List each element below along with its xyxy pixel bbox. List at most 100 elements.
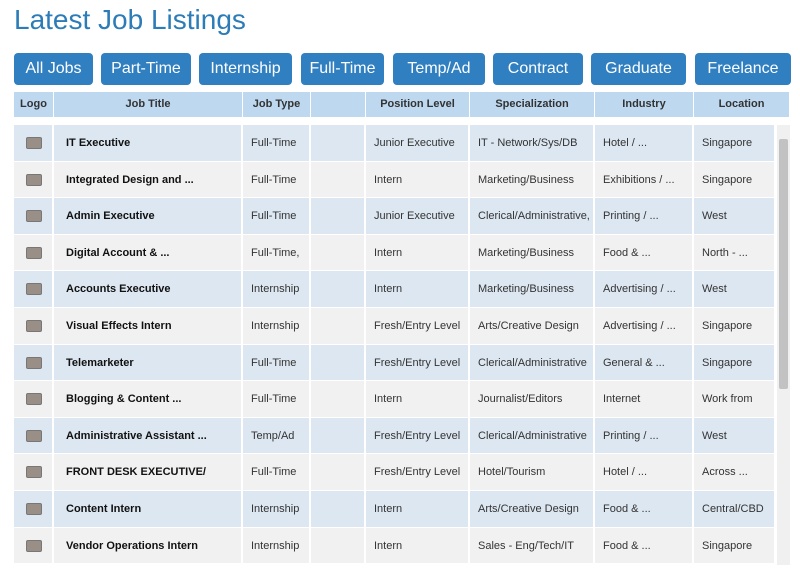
company-logo	[26, 210, 42, 223]
table-row[interactable]	[14, 381, 776, 417]
job-title: Visual Effects Intern	[54, 308, 243, 344]
table-row[interactable]	[14, 271, 776, 307]
company-logo	[26, 466, 42, 479]
job-field: West	[694, 271, 776, 307]
company-logo	[26, 283, 42, 296]
job-field: Advertising / ...	[595, 271, 694, 307]
scrollbar[interactable]	[777, 125, 790, 565]
job-field: Temp/Ad	[243, 417, 311, 454]
table-row[interactable]	[14, 198, 776, 234]
blank-cell	[311, 491, 366, 527]
job-field: Fresh/Entry Level	[366, 454, 470, 490]
job-field: Hotel / ...	[595, 454, 694, 490]
company-logo	[26, 246, 42, 259]
table-row[interactable]	[14, 125, 776, 161]
company-logo	[26, 429, 42, 442]
company-logo	[26, 320, 42, 332]
job-field: Junior Executive	[366, 198, 470, 234]
job-field: Junior Executive	[366, 125, 470, 161]
table-row[interactable]	[14, 308, 776, 344]
job-field: Full-Time	[243, 454, 311, 490]
job-title: Integrated Design and ...	[54, 161, 243, 198]
blank-cell	[311, 271, 366, 307]
job-field: Full-Time	[243, 198, 311, 234]
job-field: Singapore	[694, 125, 776, 161]
page-title: Latest Job Listings	[14, 4, 246, 35]
job-field: Internship	[243, 527, 311, 564]
header-cell: Industry	[595, 92, 694, 117]
job-field: Full-Time	[243, 381, 311, 417]
filter-tab[interactable]: Internship	[199, 53, 292, 85]
job-field: North - ...	[694, 234, 776, 271]
job-field: Internship	[243, 271, 311, 307]
company-logo	[26, 393, 42, 406]
job-field: Internship	[243, 308, 311, 344]
job-field: Marketing/Business	[470, 271, 595, 307]
job-title: Telemarketer	[54, 344, 243, 381]
company-logo	[26, 356, 42, 369]
job-field: Full-Time,	[243, 234, 311, 271]
blank-cell	[311, 161, 366, 198]
filter-tab[interactable]: Part-Time	[101, 53, 191, 85]
job-field: Sales - Eng/Tech/IT	[470, 527, 595, 564]
logo-cell	[14, 161, 54, 198]
job-title: Digital Account & ...	[54, 234, 243, 271]
job-field: Intern	[366, 271, 470, 307]
logo-cell	[14, 527, 54, 564]
table-row[interactable]	[14, 234, 776, 271]
job-field: Singapore	[694, 527, 776, 564]
job-field: Advertising / ...	[595, 308, 694, 344]
filter-tab[interactable]: Contract	[493, 53, 583, 85]
job-title: Blogging & Content ...	[54, 381, 243, 417]
job-title: FRONT DESK EXECUTIVE/	[54, 454, 243, 490]
scroll-thumb[interactable]	[779, 139, 788, 389]
blank-cell	[311, 417, 366, 454]
filter-tab[interactable]: Temp/Ad	[393, 53, 485, 85]
blank-cell	[311, 527, 366, 564]
blank-cell	[311, 234, 366, 271]
job-field: General & ...	[595, 344, 694, 381]
table-row[interactable]	[14, 161, 776, 198]
logo-cell	[14, 271, 54, 307]
job-field: Clerical/Administrative	[470, 344, 595, 381]
logo-cell	[14, 198, 54, 234]
logo-cell	[14, 381, 54, 417]
job-title: Accounts Executive	[54, 271, 243, 307]
filter-tab[interactable]: All Jobs	[14, 53, 93, 85]
header-cell	[311, 92, 366, 117]
header-cell: Logo	[14, 92, 54, 117]
job-field: Internet	[595, 381, 694, 417]
header-cell: Job Type	[243, 92, 311, 117]
job-field: Work from	[694, 381, 776, 417]
logo-cell	[14, 417, 54, 454]
logo-cell	[14, 491, 54, 527]
job-field: Intern	[366, 527, 470, 564]
job-field: Arts/Creative Design	[470, 491, 595, 527]
job-field: Intern	[366, 381, 470, 417]
job-field: Intern	[366, 491, 470, 527]
job-field: Central/CBD	[694, 491, 776, 527]
table-row[interactable]	[14, 344, 776, 381]
table-row[interactable]	[14, 491, 776, 527]
job-field: Hotel / ...	[595, 125, 694, 161]
job-field: Full-Time	[243, 125, 311, 161]
job-field: Food & ...	[595, 527, 694, 564]
job-field: Singapore	[694, 344, 776, 381]
job-title: Administrative Assistant ...	[54, 417, 243, 454]
filter-tab[interactable]: Graduate	[591, 53, 686, 85]
logo-cell	[14, 344, 54, 381]
filter-tab[interactable]: Full-Time	[301, 53, 384, 85]
job-field: Clerical/Administrative	[470, 417, 595, 454]
table-row[interactable]	[14, 417, 776, 454]
blank-cell	[311, 381, 366, 417]
table-row[interactable]	[14, 454, 776, 490]
blank-cell	[311, 308, 366, 344]
blank-cell	[311, 125, 366, 161]
filter-tab[interactable]: Freelance	[695, 53, 791, 85]
job-field: Fresh/Entry Level	[366, 308, 470, 344]
job-field: IT - Network/Sys/DB	[470, 125, 595, 161]
table-row[interactable]	[14, 527, 776, 564]
job-field: West	[694, 198, 776, 234]
blank-cell	[311, 198, 366, 234]
